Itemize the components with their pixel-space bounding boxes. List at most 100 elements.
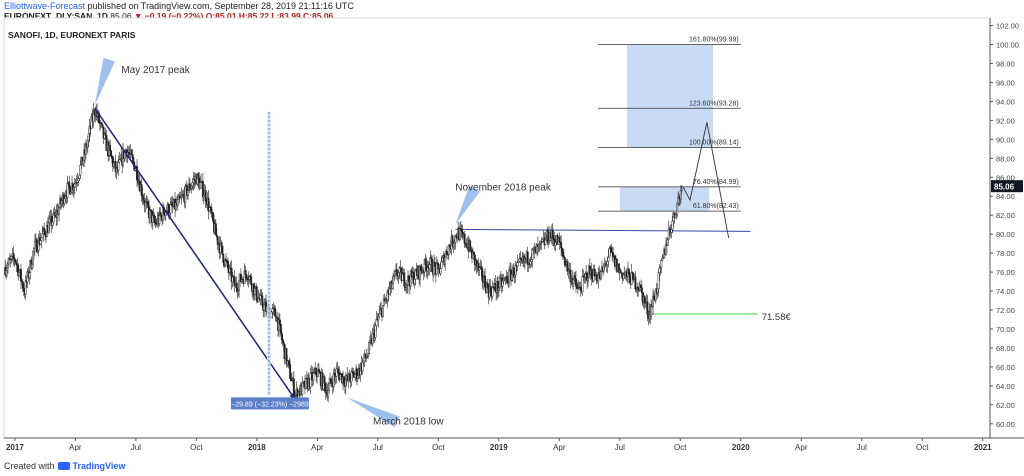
candle-body (530, 259, 533, 262)
price-tick-label: 80.00 (996, 230, 1015, 239)
candle-body (244, 270, 247, 276)
candle-body (330, 378, 332, 383)
candle-body (529, 261, 532, 265)
candle-body (437, 264, 440, 270)
candle-body (646, 301, 649, 315)
candle-body (44, 231, 47, 236)
time-tick-label: Oct (432, 443, 445, 452)
candle-body (667, 228, 670, 240)
tradingview-brand[interactable]: TradingView (72, 461, 126, 471)
time-tick-label: Jul (857, 443, 867, 452)
candle-body (271, 308, 274, 313)
candle-body (608, 248, 611, 258)
time-tick-label: Jul (373, 443, 383, 452)
candle-body (292, 378, 295, 396)
candle-body (130, 150, 133, 155)
price-tick-label: 88.00 (996, 154, 1015, 163)
created-with-label: Created with (4, 461, 55, 471)
candle-body (508, 269, 511, 283)
candle-body (131, 154, 134, 158)
candle-body (574, 275, 576, 280)
candle-body (142, 197, 145, 201)
tradingview-logo-icon (57, 462, 70, 470)
candle-body (379, 309, 382, 314)
candle-body (282, 341, 285, 345)
candle-body (562, 251, 564, 257)
price-tick-label: 82.00 (996, 211, 1015, 220)
resistance-line (455, 228, 751, 232)
candle-body (171, 202, 174, 206)
candle-body (444, 256, 447, 266)
candle-body (250, 276, 253, 285)
time-tick-label: Oct (190, 443, 203, 452)
candle-body (537, 244, 540, 247)
candle-body (279, 324, 282, 334)
candle-body (619, 269, 622, 274)
candle-body (401, 274, 404, 281)
candle-body (21, 281, 24, 289)
candle-body (514, 264, 517, 276)
candle-body (361, 362, 364, 372)
candle-body (304, 377, 307, 389)
time-tick-label: Apr (69, 443, 82, 452)
price-tick-label: 92.00 (996, 116, 1015, 125)
candle-body (190, 185, 193, 189)
candle-body (392, 275, 395, 284)
candle-body (469, 240, 472, 251)
current-price-label: 85.06 (994, 183, 1015, 192)
candle-body (110, 150, 112, 157)
candle-body (201, 181, 204, 198)
candle-body (447, 245, 450, 255)
fib-level-label: 161.80%(99.99) (689, 37, 739, 44)
candle-body (579, 287, 582, 291)
candle-body (676, 203, 679, 216)
publish-info: published on TradingView.com, September … (87, 1, 354, 11)
candle-body (590, 269, 593, 279)
callout-arrow (346, 397, 400, 428)
candle-body (680, 188, 683, 191)
candle-body (202, 195, 205, 198)
candle-body (140, 184, 143, 196)
candle-body (584, 273, 587, 278)
projection-path (682, 122, 730, 239)
time-tick-label: Apr (795, 443, 808, 452)
candle-body (18, 272, 21, 277)
price-tick-label: 78.00 (996, 249, 1015, 258)
chart-title: SANOFI, 1D, EURONEXT PARIS (8, 30, 136, 40)
candle-body (28, 272, 31, 279)
candle-body (378, 313, 381, 318)
author-link[interactable]: Elliottwave-Forecast (4, 1, 86, 11)
candle-body (424, 258, 427, 265)
candle-body (109, 145, 112, 151)
price-tick-label: 68.00 (996, 344, 1015, 353)
price-tick-label: 72.00 (996, 306, 1015, 315)
candle-body (627, 268, 630, 275)
candle-body (413, 279, 416, 284)
candle-body (187, 190, 189, 196)
time-tick-label: Apr (553, 443, 566, 452)
candle-body (607, 256, 610, 262)
price-tick-label: 60.00 (996, 420, 1015, 429)
candle-body (226, 260, 229, 269)
candle-body (212, 212, 215, 222)
candle-body (281, 339, 284, 343)
candle-body (581, 275, 584, 292)
candle-body (245, 274, 248, 279)
candle-body (368, 342, 370, 355)
candle-body (339, 374, 342, 380)
time-tick-label: Oct (916, 443, 929, 452)
candle-body (216, 236, 219, 245)
candle-body (12, 253, 15, 259)
candle-body (70, 191, 73, 195)
candle-body (301, 382, 304, 395)
candle-body (82, 160, 85, 165)
candle-body (312, 372, 315, 381)
candle-body (478, 267, 481, 271)
time-tick-label: Oct (674, 443, 687, 452)
candle-body (14, 259, 17, 263)
candle-body (60, 200, 63, 205)
price-change: ▼ −0.19 (−0.22%) (133, 11, 204, 21)
candle-body (278, 319, 281, 325)
price-tick-label: 94.00 (996, 97, 1015, 106)
